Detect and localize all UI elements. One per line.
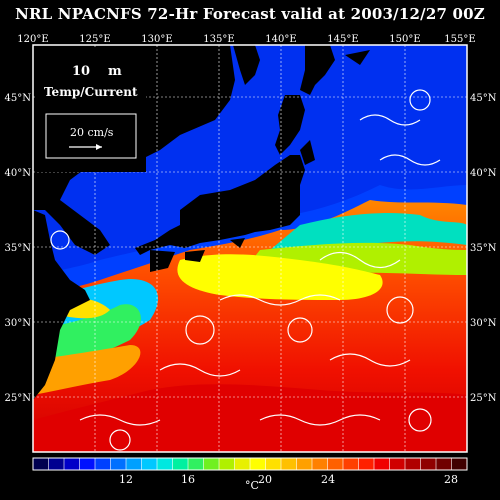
lon-label: 120°E (17, 34, 48, 45)
colorbar-tick-label: 28 (444, 473, 458, 486)
colorbar-swatch (64, 458, 80, 470)
colorbar-swatch (436, 458, 452, 470)
lon-label: 145°E (327, 34, 358, 45)
colorbar-swatch (281, 458, 297, 470)
lat-label: 25°N (470, 393, 497, 404)
colorbar-swatch (219, 458, 235, 470)
colorbar-swatch (157, 458, 173, 470)
colorbar-swatch (33, 458, 49, 470)
lon-label: 135°E (203, 34, 234, 45)
lat-label: 45°N (5, 93, 32, 104)
lat-label: 40°N (470, 168, 497, 179)
colorbar-swatch (312, 458, 328, 470)
colorbar-tick-label: 12 (119, 473, 133, 486)
lat-label: 45°N (470, 93, 497, 104)
colorbar-swatch (358, 458, 375, 470)
scale-arrow-icon (69, 144, 102, 150)
map-frame (32, 44, 468, 453)
colorbar-frame (32, 457, 468, 471)
colorbar-tick-label: 20 (258, 473, 272, 486)
lat-label: 30°N (5, 318, 32, 329)
colorbar-swatch (374, 458, 390, 470)
colorbar-swatch (48, 458, 65, 470)
colorbar-swatch (110, 458, 127, 470)
colorbar-swatch (234, 458, 251, 470)
current-vectors (50, 89, 441, 451)
lon-label: 150°E (389, 34, 420, 45)
lon-label: 125°E (79, 34, 110, 45)
colorbar-swatch (172, 458, 189, 470)
lat-axis-labels-left: 45°N 40°N 35°N 30°N 25°N (5, 93, 32, 404)
colorbar-ticks: 12 16 20 24 28 (119, 473, 458, 486)
colorbar-swatch (451, 458, 468, 470)
colorbar-tick-label: 16 (181, 473, 195, 486)
colorbar (32, 458, 468, 470)
colorbar-swatch (405, 458, 421, 470)
colorbar-swatch (79, 458, 96, 470)
info-box: 10 m Temp/Current 20 cm/s (36, 48, 146, 172)
scale-box (45, 113, 137, 159)
lat-label: 35°N (470, 243, 497, 254)
colorbar-swatch (389, 458, 406, 470)
colorbar-swatch (420, 458, 437, 470)
colorbar-tick-label: 24 (321, 473, 335, 486)
lon-label: 140°E (265, 34, 296, 45)
lat-label: 40°N (5, 168, 32, 179)
lon-axis-labels: 120°E 125°E 130°E 135°E 140°E 145°E 150°… (17, 34, 475, 45)
colorbar-swatch (203, 458, 220, 470)
lat-label: 30°N (470, 318, 497, 329)
lon-label: 130°E (141, 34, 172, 45)
colorbar-swatch (265, 458, 282, 470)
colorbar-swatch (327, 458, 344, 470)
colorbar-swatch (141, 458, 158, 470)
colorbar-swatch (126, 458, 142, 470)
colorbar-unit: °C (245, 479, 259, 492)
field-label: Temp/Current (44, 85, 138, 99)
colorbar-swatch (250, 458, 266, 470)
depth-unit: m (108, 64, 122, 79)
depth-value: 10 (72, 64, 90, 79)
map-title: NRL NPACNFS 72-Hr Forecast valid at 2003… (15, 5, 485, 23)
colorbar-swatch (95, 458, 111, 470)
lat-axis-labels-right: 45°N 40°N 35°N 30°N 25°N (470, 93, 497, 404)
colorbar-swatch (343, 458, 359, 470)
colorbar-swatch (296, 458, 313, 470)
lat-label: 25°N (5, 393, 32, 404)
colorbar-swatch (188, 458, 204, 470)
lon-label: 155°E (444, 34, 475, 45)
lat-label: 35°N (5, 243, 32, 254)
scale-label: 20 cm/s (70, 126, 114, 139)
